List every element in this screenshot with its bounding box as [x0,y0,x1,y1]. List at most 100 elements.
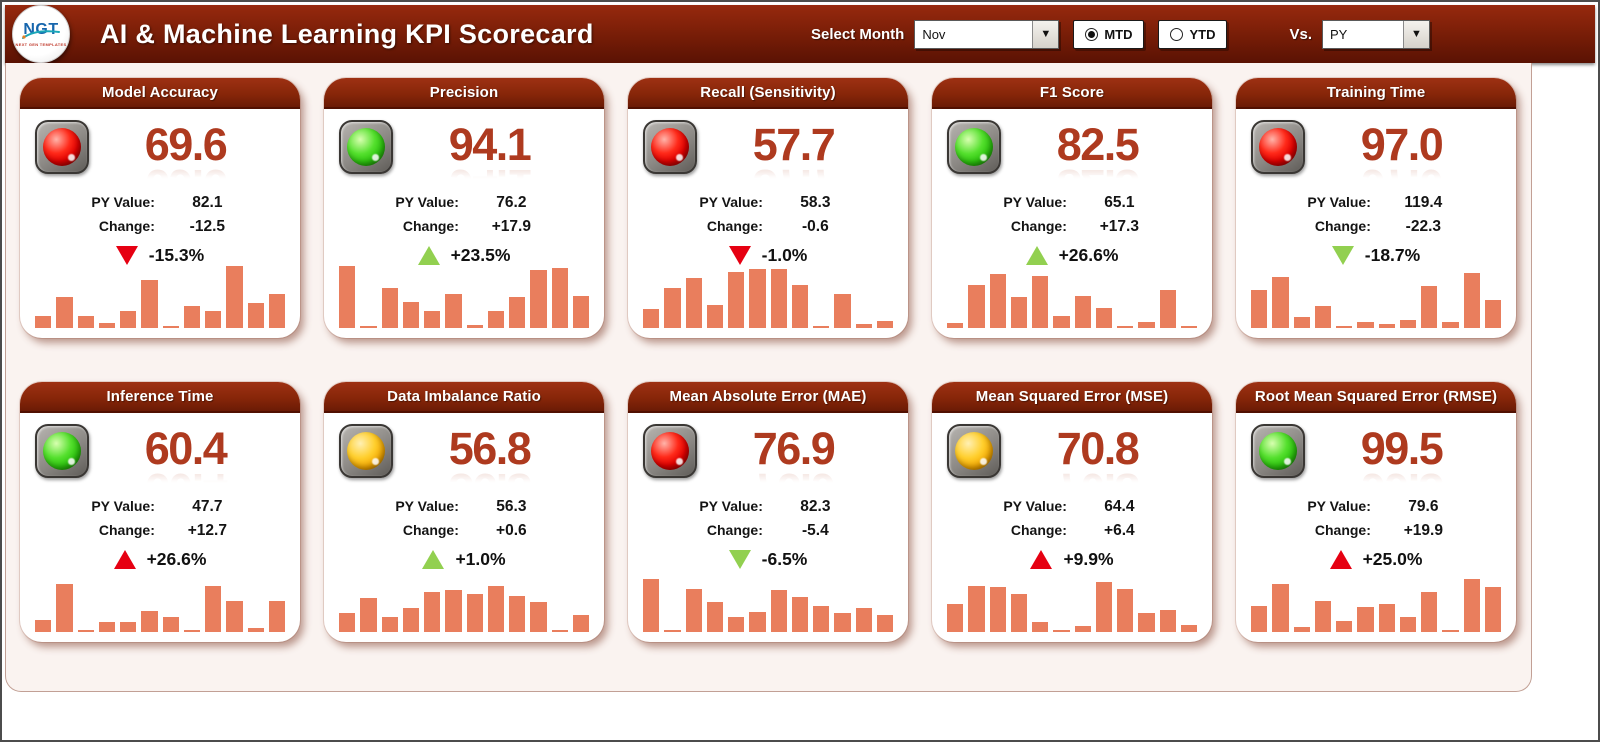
sparkline-bar [339,613,356,632]
status-lamp-icon [347,128,385,166]
sparkline-bar [728,272,745,328]
trend-arrow-icon [728,549,751,569]
trend-arrow-icon [1331,245,1354,265]
sparkline-bar [664,287,681,328]
month-dropdown[interactable]: Nov ▼ [914,19,1060,49]
sparkline-bar [1010,593,1027,632]
kpi-card: Model Accuracy 69.6 PY Value: 82.1 Chang… [20,78,300,338]
sparkline-bar [551,267,568,328]
sparkline-bar [685,278,702,328]
select-month-label: Select Month [810,25,905,43]
sparkline-bar [968,284,985,328]
sparkline-bar [1032,622,1049,632]
py-value: 56.3 [496,498,527,515]
month-dropdown-value: Nov [922,26,946,42]
kpi-value: 57.7 [752,119,836,170]
kpi-card-body: 97.0 PY Value: 119.4 Change: -22.3 -18.7… [1236,109,1516,338]
sparkline-bars [336,570,592,632]
change-label: Change: [98,218,155,234]
status-lamp-icon [651,128,689,166]
change-value: -0.6 [801,218,829,235]
py-value: 58.3 [800,194,831,211]
sparkline-bar [183,630,200,632]
py-value-label: PY Value: [91,498,155,514]
py-value: 82.1 [192,194,223,211]
py-value-label: PY Value: [91,194,155,210]
kpi-card: Recall (Sensitivity) 57.7 PY Value: 58.3… [628,78,908,338]
sparkline-bar [968,585,985,632]
sparkline-bar [445,589,462,632]
change-label: Change: [98,522,155,538]
sparkline-bar [551,630,568,632]
ytd-radio-label: YTD [1189,26,1216,42]
py-value-label: PY Value: [1003,498,1067,514]
kpi-card: Data Imbalance Ratio 56.8 PY Value: 56.3… [324,382,604,642]
vs-dropdown[interactable]: PY ▼ [1322,19,1430,49]
sparkline-bar [360,597,377,632]
sparkline-bar [1138,613,1155,632]
sparkline-bar [1442,321,1459,328]
kpi-title: F1 Score [1039,84,1105,101]
sparkline-bars [640,570,896,632]
sparkline-bar [226,601,243,632]
kpi-card-body: 76.9 PY Value: 82.3 Change: -5.4 -6.5% [628,413,908,642]
kpi-card: Mean Squared Error (MSE) 70.8 PY Value: … [932,382,1212,642]
status-light [339,424,393,478]
status-light [947,424,1001,478]
sparkline-bar [791,597,808,632]
sparkline-bar [1272,277,1289,328]
month-dropdown-arrow-icon[interactable]: ▼ [1032,20,1059,48]
ytd-radio[interactable]: YTD [1158,19,1228,49]
trend-arrow-icon [1030,549,1053,569]
sparkline-bar [530,270,547,328]
change-percent: +26.6% [146,548,207,569]
sparkline-bar [77,630,94,632]
sparkline-bar [1010,297,1027,328]
kpi-value: 97.0 [1360,119,1444,170]
sparkline-bar [445,293,462,328]
trend-arrow-icon [1329,549,1352,569]
sparkline-bar [572,295,589,328]
kpi-card-body: 56.8 PY Value: 56.3 Change: +0.6 +1.0% [324,413,604,642]
sparkline-bar [1095,582,1112,632]
sparkline-bar [1484,587,1501,632]
kpi-value: 70.8 [1056,423,1140,474]
header-controls: Select Month Nov ▼ MTD YTD Vs. PY ▼ [810,19,1430,49]
vs-dropdown-arrow-icon[interactable]: ▼ [1403,20,1429,48]
sparkline-bar [162,616,179,632]
kpi-card-header: Mean Absolute Error (MAE) [628,382,908,413]
kpi-title: Model Accuracy [102,84,218,101]
sparkline-bar [56,297,73,328]
kpi-value: 76.9 [752,423,836,474]
change-percent: +25.0% [1362,548,1423,569]
sparkline-bar [1421,286,1438,328]
sparkline-bar [572,614,589,632]
vs-label: Vs. [1289,25,1312,43]
sparkline-bar [1421,591,1438,632]
sparkline-bar [1180,326,1197,328]
kpi-value: 60.4 [144,423,228,474]
change-value: +17.9 [491,218,531,235]
sparkline-bar [141,279,158,328]
change-value: +12.7 [187,522,227,539]
change-percent: +1.0% [455,548,506,569]
change-value: -22.3 [1405,218,1442,235]
kpi-cards-grid: Model Accuracy 69.6 PY Value: 82.1 Chang… [6,63,1531,642]
sparkline-bar [509,297,526,328]
sparkline-bar [1293,627,1310,632]
change-percent: -18.7% [1364,244,1421,265]
sparkline-bar [1159,610,1176,632]
sparkline-bar [424,310,441,328]
sparkline-bar [1117,326,1134,328]
sparkline-bar [268,601,285,632]
py-value-label: PY Value: [699,498,763,514]
sparkline-bar [487,585,504,632]
mtd-radio[interactable]: MTD [1073,19,1145,49]
status-light [35,120,89,174]
sparkline-bar [855,324,872,328]
sparkline-bar [339,266,356,328]
kpi-title: Inference Time [106,388,214,405]
change-value: +6.4 [1104,522,1135,539]
sparkline-bar [402,608,419,632]
